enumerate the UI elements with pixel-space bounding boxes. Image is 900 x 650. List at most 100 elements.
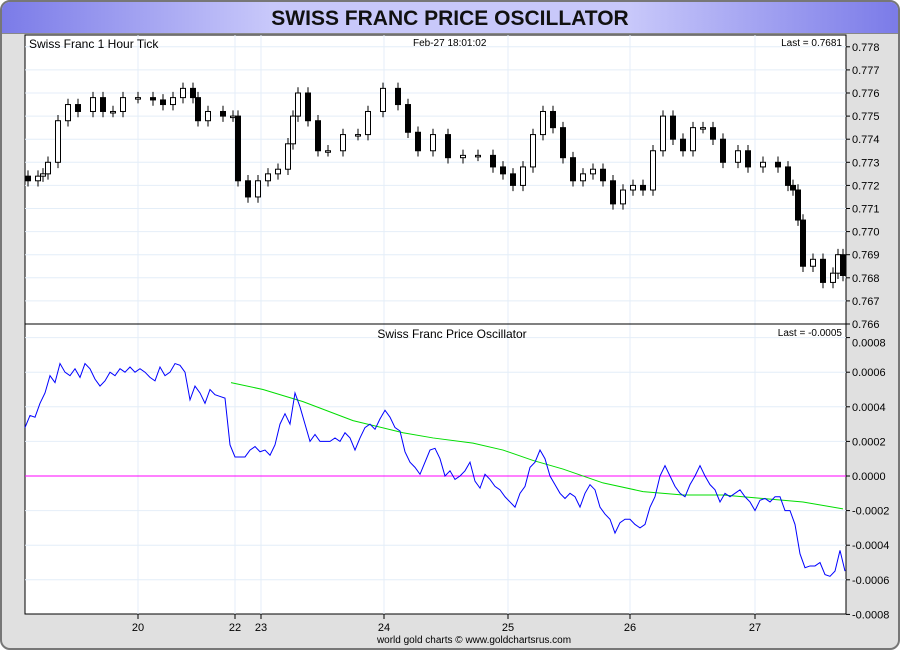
x-tick-label: 22 [229, 622, 241, 634]
candle [630, 184, 636, 191]
x-tick-label: 23 [255, 622, 267, 634]
price-tick-label: 0.774 [852, 134, 880, 146]
footer-credit: world gold charts © www.goldchartsrus.co… [376, 635, 571, 646]
candle [325, 150, 331, 153]
price-tick-label: 0.775 [852, 111, 880, 123]
candle [530, 134, 536, 168]
candle [305, 92, 311, 122]
candle [660, 115, 666, 152]
candle [820, 258, 826, 283]
candle [100, 97, 106, 112]
candle [840, 254, 846, 276]
oscillator-tick-label: 0.0002 [852, 436, 886, 448]
candle [720, 138, 726, 163]
candle [195, 97, 201, 122]
candles [25, 82, 846, 289]
price-tick-label: 0.768 [852, 273, 880, 285]
candle [275, 168, 281, 175]
title-bar: SWISS FRANC PRICE OSCILLATOR [2, 2, 898, 34]
candle [790, 184, 796, 191]
candle [510, 173, 516, 186]
candle [230, 115, 236, 119]
candle [795, 189, 801, 221]
candle [35, 175, 41, 182]
candle [570, 157, 576, 182]
candle [285, 143, 291, 170]
oscillator-line [24, 362, 846, 577]
candle [760, 161, 766, 168]
oscillator-panel [24, 362, 846, 577]
oscillator-tick-label: 0.0000 [852, 471, 886, 483]
price-last-label: Last = 0.7681 [781, 38, 842, 49]
oscillator-panel-title: Swiss Franc Price Oscillator [377, 327, 526, 341]
candle [540, 110, 546, 136]
candle [835, 254, 841, 274]
signal-line [230, 382, 844, 510]
candle [45, 161, 51, 175]
candle [735, 150, 741, 163]
candle [670, 115, 676, 140]
price-tick-label: 0.769 [852, 250, 880, 262]
candle [340, 134, 346, 152]
candle [600, 168, 606, 182]
candle [255, 180, 261, 198]
candle [205, 110, 211, 122]
candle [520, 166, 526, 186]
candle [120, 97, 126, 112]
price-panel-title: Swiss Franc 1 Hour Tick [29, 37, 159, 51]
candle [160, 99, 166, 106]
candle [430, 134, 436, 152]
price-tick-label: 0.771 [852, 204, 880, 216]
oscillator-tick-label: -0.0004 [852, 540, 889, 552]
candle [405, 104, 411, 133]
price-tick-label: 0.766 [852, 319, 880, 331]
candle [110, 110, 116, 114]
price-tick-label: 0.770 [852, 227, 880, 239]
x-tick-label: 26 [624, 622, 636, 634]
candle [810, 258, 816, 267]
price-tick-label: 0.778 [852, 42, 880, 54]
candle [590, 168, 596, 175]
candle [190, 87, 196, 99]
candle [135, 97, 141, 100]
candle [490, 154, 496, 168]
candle [560, 127, 566, 159]
candle [680, 138, 686, 152]
candle [415, 131, 421, 152]
candle [65, 104, 71, 122]
price-tick-label: 0.767 [852, 296, 880, 308]
axes: 20 22 23 24 25 26 27 0.778 0.777 0.776 0.775 0.774 0… [132, 42, 889, 634]
candle [395, 87, 401, 106]
oscillator-tick-label: -0.0008 [852, 609, 889, 621]
candle [75, 104, 81, 112]
candle [365, 110, 371, 136]
x-tick-label: 25 [502, 622, 514, 634]
candle [355, 134, 361, 137]
candle [295, 92, 301, 117]
candle [265, 173, 271, 182]
candle [460, 154, 466, 159]
candle [90, 97, 96, 112]
candle [500, 166, 506, 175]
x-tick-label: 24 [378, 622, 390, 634]
timestamp: Feb-27 18:01:02 [413, 38, 487, 49]
candle [40, 173, 46, 177]
price-tick-label: 0.777 [852, 65, 880, 77]
candle [220, 110, 226, 117]
candle [775, 161, 781, 168]
oscillator-tick-label: -0.0002 [852, 506, 889, 518]
candle [710, 127, 716, 140]
candle [55, 120, 61, 163]
oscillator-tick-label: -0.0006 [852, 575, 889, 587]
candle [380, 87, 386, 112]
candle [640, 184, 646, 191]
x-tick-label: 20 [132, 622, 144, 634]
candle [745, 150, 751, 168]
oscillator-tick-label: 0.0008 [852, 338, 886, 350]
price-tick-label: 0.776 [852, 88, 880, 100]
price-tick-label: 0.773 [852, 157, 880, 169]
candle [235, 115, 241, 182]
candle [800, 219, 806, 267]
gridlines [25, 35, 846, 614]
